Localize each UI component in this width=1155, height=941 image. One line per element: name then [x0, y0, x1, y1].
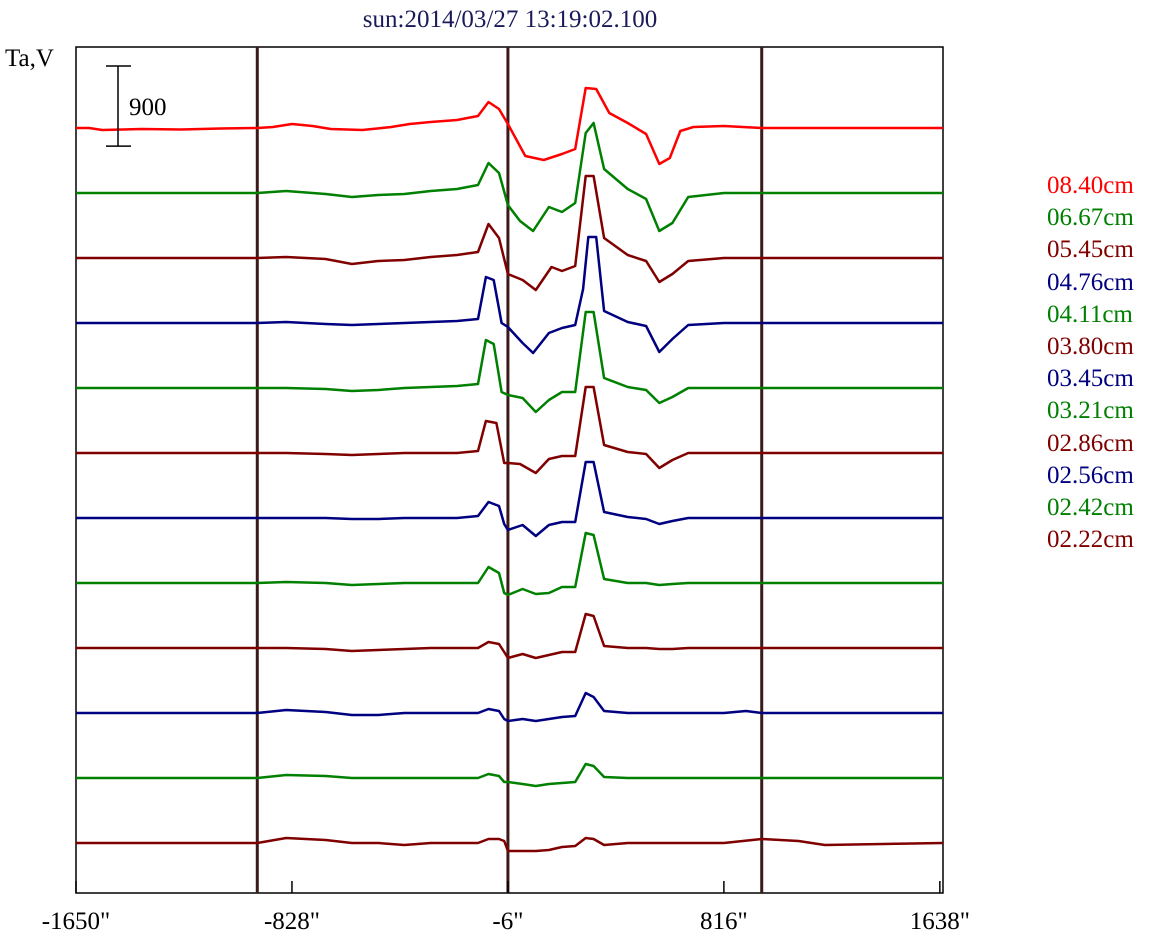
series-line-03.45cm	[76, 460, 943, 538]
legend-entry-02.22cm: 02.22cm	[1047, 526, 1134, 554]
series-line-04.76cm	[76, 235, 943, 355]
chart-title: sun:2014/03/27 13:19:02.100	[363, 6, 657, 33]
x-tick-label-4: 1638"	[910, 908, 970, 935]
x-tick-label-2: -6"	[492, 908, 523, 935]
legend-entry-02.86cm: 02.86cm	[1047, 429, 1134, 457]
scale-bar: 900	[106, 65, 167, 147]
legend-entry-03.80cm: 03.80cm	[1047, 332, 1134, 360]
x-tick-label-3: 816"	[700, 908, 748, 935]
series-line-06.67cm	[76, 121, 943, 233]
legend-entry-05.45cm: 05.45cm	[1047, 236, 1134, 264]
x-tick-label-0: -1650"	[42, 908, 111, 935]
legend-entry-08.40cm: 08.40cm	[1047, 172, 1134, 199]
legend: 08.40cm 06.67cm 05.45cm 04.76cm 04.11cm 03.80…	[1047, 170, 1134, 556]
scale-bar-label: 900	[129, 94, 167, 121]
legend-entry-03.45cm: 03.45cm	[1047, 365, 1134, 393]
legend-entry-04.11cm: 04.11cm	[1047, 300, 1133, 328]
legend-entry-02.56cm: 02.56cm	[1047, 461, 1134, 489]
vertical-markers	[255, 47, 764, 893]
series-line-02.42cm	[76, 762, 943, 788]
series-line-02.86cm	[76, 612, 943, 660]
series-line-05.45cm	[76, 174, 943, 292]
y-axis-label: Ta,V	[5, 45, 54, 72]
x-tick-label-1: -828"	[264, 908, 320, 935]
legend-entry-03.21cm: 03.21cm	[1047, 397, 1134, 425]
series-line-08.40cm	[76, 86, 943, 166]
series-line-02.56cm	[76, 691, 943, 723]
plot-frame	[75, 46, 944, 894]
series-line-03.80cm	[76, 385, 943, 475]
x-axis-ticks: -1650" -828" -6" 816" 1638"	[42, 881, 970, 935]
series-lines	[76, 86, 944, 853]
legend-entry-04.76cm: 04.76cm	[1047, 268, 1134, 296]
series-line-03.21cm	[76, 531, 943, 597]
series-line-04.11cm	[76, 310, 943, 414]
series-line-02.22cm	[76, 836, 944, 853]
legend-entry-06.67cm: 06.67cm	[1047, 204, 1134, 232]
legend-entry-02.42cm: 02.42cm	[1047, 493, 1134, 521]
